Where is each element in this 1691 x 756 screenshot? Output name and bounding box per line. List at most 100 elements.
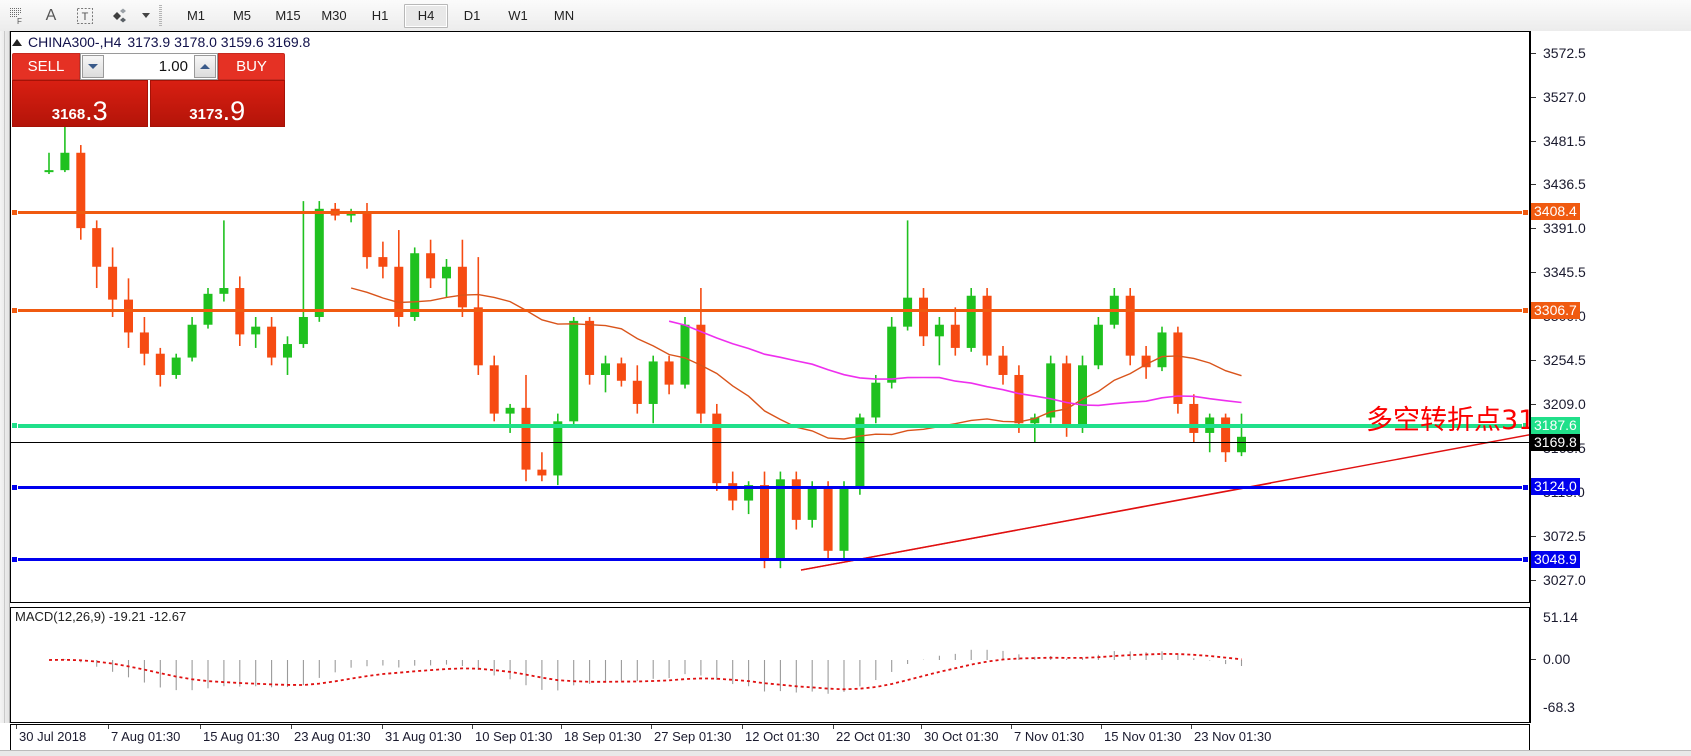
date-tick-mark <box>291 725 292 729</box>
price-pane[interactable]: 多空转折点3187 <box>10 31 1530 603</box>
status-bar <box>0 750 1691 756</box>
buy-button[interactable]: BUY <box>218 53 285 80</box>
date-tick-mark <box>16 725 17 729</box>
objects-icon[interactable] <box>102 1 136 30</box>
collapse-triangle-icon[interactable] <box>12 38 22 46</box>
price-tag-resistance-3408: 3408.4 <box>1531 203 1580 221</box>
crosshair-grid-icon[interactable]: F <box>0 1 34 30</box>
date-label: 27 Sep 01:30 <box>654 729 732 744</box>
level-line-current-price-3169[interactable] <box>11 442 1529 444</box>
timeframe-m5[interactable]: M5 <box>232 8 252 23</box>
crosshair-icon-letter: F <box>17 17 22 25</box>
price-tick-label: 3391.0 <box>1543 220 1586 237</box>
svg-text:T: T <box>82 11 89 23</box>
timeframe-d1[interactable]: D1 <box>463 8 481 23</box>
chart-toolbar: F A T M1 M5 M15 M30 H1 H4 D1 W1 MN <box>0 0 1691 32</box>
date-label: 10 Sep 01:30 <box>475 729 553 744</box>
level-handle-right[interactable] <box>1522 307 1529 315</box>
timeframe-m15[interactable]: M15 <box>275 8 301 23</box>
macd-tick-label: 0.00 <box>1543 651 1571 667</box>
price-tag-support-3048: 3048.9 <box>1531 550 1580 568</box>
price-tag-pivot-3187: 3187.6 <box>1531 416 1580 434</box>
price-tick-label: 3209.0 <box>1543 395 1586 412</box>
date-tick-mark <box>561 725 562 729</box>
date-tick-mark <box>1191 725 1192 729</box>
volume-input[interactable]: 1.00 <box>80 53 218 80</box>
arrow-down-icon <box>88 64 98 69</box>
level-handle-left[interactable] <box>11 422 18 430</box>
level-line-resistance-3306[interactable] <box>11 309 1529 313</box>
price-tick-mark <box>1531 96 1536 98</box>
macd-pane[interactable]: MACD(12,26,9) -19.21 -12.67 <box>10 607 1530 723</box>
timeframe-mn[interactable]: MN <box>553 8 575 23</box>
date-tick-mark <box>200 725 201 729</box>
price-axis[interactable]: 3572.53527.03481.53436.53391.03345.53300… <box>1530 31 1691 723</box>
macd-tick-mark <box>1531 659 1536 660</box>
level-handle-right[interactable] <box>1522 556 1529 564</box>
price-tick-mark <box>1531 359 1536 361</box>
price-tick-mark <box>1531 52 1536 54</box>
timeframe-m1[interactable]: M1 <box>186 8 206 23</box>
timeframe-w1[interactable]: W1 <box>508 8 528 23</box>
date-tick-mark <box>921 725 922 729</box>
macd-canvas <box>48 649 1243 694</box>
date-label: 23 Aug 01:30 <box>294 729 371 744</box>
level-handle-left[interactable] <box>11 556 18 564</box>
volume-value: 1.00 <box>158 58 188 75</box>
arrow-up-icon <box>200 64 210 69</box>
date-label: 23 Nov 01:30 <box>1194 729 1272 744</box>
volume-increment-button[interactable] <box>194 55 216 78</box>
date-tick-mark <box>472 725 473 729</box>
date-label: 15 Aug 01:30 <box>203 729 280 744</box>
date-label: 7 Aug 01:30 <box>111 729 181 744</box>
price-tick-label: 3436.5 <box>1543 176 1586 193</box>
date-label: 30 Jul 2018 <box>19 729 87 744</box>
price-tick-label: 3072.5 <box>1543 527 1586 544</box>
price-tick-mark <box>1531 228 1536 230</box>
level-handle-left[interactable] <box>11 208 18 216</box>
one-click-trading-panel[interactable]: SELL 1.00 BUY 3168.3 3173.9 <box>12 53 285 127</box>
toolbar-separator <box>159 4 162 27</box>
macd-tick-label: 51.14 <box>1543 609 1579 625</box>
level-line-support-3048[interactable] <box>11 558 1529 562</box>
timeframe-m30[interactable]: M30 <box>321 8 347 23</box>
macd-tick-label: -68.3 <box>1543 699 1575 715</box>
date-axis[interactable]: 30 Jul 2018 7 Aug 01:30 15 Aug 01:30 23 Aug… <box>10 724 1530 750</box>
chart-left-gutter-line <box>4 31 5 723</box>
level-handle-left[interactable] <box>11 483 18 491</box>
annotation-text: 多空转折点3187 <box>1366 405 1529 436</box>
chevron-down-icon[interactable] <box>136 1 154 30</box>
level-line-resistance-3408[interactable] <box>11 210 1529 214</box>
level-handle-right[interactable] <box>1522 483 1529 491</box>
chart-area: 多空转折点3187 MACD(12,26,9) -19.21 -12.67 35… <box>0 31 1691 756</box>
timeframe-h1[interactable]: H1 <box>371 8 389 23</box>
price-tick-label: 3345.5 <box>1543 264 1586 281</box>
buy-price-cell[interactable]: 3173.9 <box>149 80 285 127</box>
date-tick-mark <box>742 725 743 729</box>
level-handle-right[interactable] <box>1522 208 1529 216</box>
date-tick-mark <box>651 725 652 729</box>
price-tag-support-3124: 3124.0 <box>1531 478 1580 496</box>
buy-price-integer: 3173 <box>189 106 223 123</box>
level-handle-right[interactable] <box>1522 422 1529 430</box>
level-line-support-3124[interactable] <box>11 485 1529 489</box>
macd-indicator-label: MACD(12,26,9) -19.21 -12.67 <box>15 609 187 624</box>
date-label: 18 Sep 01:30 <box>564 729 642 744</box>
sell-price-cell[interactable]: 3168.3 <box>12 80 148 127</box>
volume-decrement-button[interactable] <box>82 55 104 78</box>
price-tick-mark <box>1531 535 1536 537</box>
text-a-icon[interactable]: A <box>45 6 57 24</box>
text-label-icon[interactable]: T <box>68 1 102 30</box>
level-line-pivot-3187[interactable] <box>11 423 1529 428</box>
symbol-header: CHINA300-,H4 3173.9 3178.0 3159.6 3169.8 <box>12 34 310 50</box>
price-tick-label: 3481.5 <box>1543 132 1586 149</box>
price-tick-mark <box>1531 403 1536 405</box>
sell-button[interactable]: SELL <box>12 53 80 80</box>
date-tick-mark <box>833 725 834 729</box>
buy-price-fraction: .9 <box>222 95 246 126</box>
date-label: 7 Nov 01:30 <box>1014 729 1085 744</box>
symbol-ohlc: 3173.9 3178.0 3159.6 3169.8 <box>127 34 311 50</box>
date-tick-mark <box>1011 725 1012 729</box>
level-handle-left[interactable] <box>11 307 18 315</box>
timeframe-h4[interactable]: H4 <box>404 3 448 28</box>
